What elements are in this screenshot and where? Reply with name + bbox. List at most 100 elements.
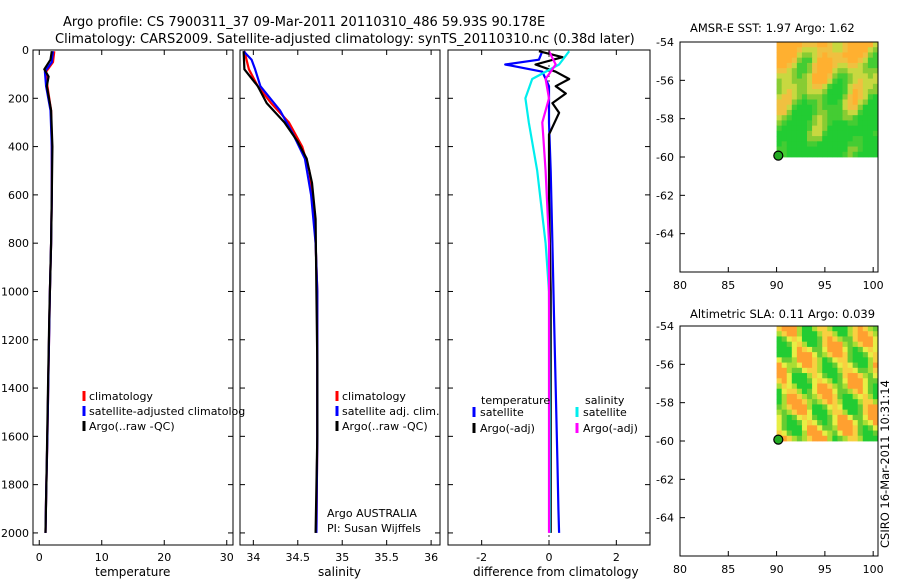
map-field-cell bbox=[827, 378, 833, 384]
map-field-cell bbox=[781, 146, 788, 153]
map-field-cell bbox=[796, 62, 803, 69]
map-x-tick-label: 90 bbox=[770, 279, 784, 292]
map-field-cell bbox=[867, 99, 874, 106]
map-field-cell bbox=[832, 357, 838, 363]
map-field-cell bbox=[822, 357, 828, 363]
map-field-cell bbox=[837, 399, 843, 405]
map-field-cell bbox=[776, 357, 783, 363]
map-field-cell bbox=[862, 346, 869, 353]
map-field-cell bbox=[837, 435, 843, 442]
map-field-cell bbox=[852, 388, 859, 395]
map-field-cell bbox=[852, 57, 859, 64]
map-field-cell bbox=[817, 42, 823, 48]
map-field-cell bbox=[827, 78, 833, 85]
depth-y-tick-label: 400 bbox=[8, 141, 29, 154]
depth-y-tick-label: 600 bbox=[8, 189, 29, 202]
map-field-cell bbox=[862, 393, 869, 400]
map-field-cell bbox=[837, 383, 843, 390]
map-field-cell bbox=[842, 141, 848, 147]
map-field-cell bbox=[837, 425, 843, 431]
map-field-cell bbox=[842, 94, 848, 100]
map-field-cell bbox=[812, 68, 818, 74]
map-field-cell bbox=[817, 125, 823, 132]
map-field-cell bbox=[817, 393, 823, 400]
map-field-cell bbox=[791, 151, 798, 158]
map-field-cell bbox=[822, 399, 828, 405]
map-field-cell bbox=[817, 136, 823, 142]
map-field-cell bbox=[852, 373, 859, 379]
map-field-cell bbox=[796, 378, 803, 384]
map-field-cell bbox=[852, 331, 859, 337]
map-field-cell bbox=[781, 78, 788, 85]
map-field-cell bbox=[872, 83, 879, 90]
map-field-cell bbox=[867, 104, 874, 111]
map-field-cell bbox=[847, 425, 854, 431]
map-field-cell bbox=[862, 109, 869, 116]
map-field-cell bbox=[791, 120, 798, 127]
map-field-cell bbox=[847, 336, 854, 343]
map-field-cell bbox=[842, 420, 848, 426]
map-field-cell bbox=[852, 362, 859, 369]
map-field-cell bbox=[822, 89, 828, 95]
map-field-cell bbox=[781, 104, 788, 111]
map-field-cell bbox=[791, 430, 798, 437]
map-field-cell bbox=[817, 109, 823, 116]
map-field-cell bbox=[791, 141, 798, 147]
depth-y-tick-label: 2000 bbox=[1, 527, 29, 540]
map-field-cell bbox=[837, 357, 843, 363]
map-field-cell bbox=[786, 373, 793, 379]
map-field-cell bbox=[791, 378, 798, 384]
map-field-cell bbox=[842, 104, 848, 111]
map-field-cell bbox=[827, 62, 833, 69]
map-field-cell bbox=[827, 373, 833, 379]
map-field-cell bbox=[817, 409, 823, 416]
map-field-cell bbox=[781, 125, 788, 132]
map-field-cell bbox=[872, 331, 879, 337]
map-field-cell bbox=[822, 130, 828, 137]
map-field-cell bbox=[852, 115, 859, 121]
map-field-cell bbox=[822, 352, 828, 358]
map-field-cell bbox=[796, 362, 803, 369]
salinity-x-tick-label: 35.5 bbox=[374, 551, 399, 564]
map-field-cell bbox=[791, 146, 798, 153]
map-field-cell bbox=[822, 42, 828, 48]
map-field-cell bbox=[862, 336, 869, 343]
map-field-cell bbox=[801, 62, 808, 69]
map-field-cell bbox=[776, 130, 783, 137]
map-field-cell bbox=[857, 430, 864, 437]
sst-map-title: AMSR-E SST: 1.97 Argo: 1.62 bbox=[690, 21, 855, 35]
map-field-cell bbox=[807, 120, 813, 127]
map-field-cell bbox=[872, 115, 879, 121]
map-field-cell bbox=[852, 83, 859, 90]
map-field-cell bbox=[832, 388, 838, 395]
map-field-cell bbox=[786, 435, 793, 442]
map-field-cell bbox=[847, 42, 854, 48]
map-field-cell bbox=[842, 115, 848, 121]
map-field-cell bbox=[872, 414, 879, 421]
map-field-cell bbox=[801, 73, 808, 79]
map-field-cell bbox=[822, 73, 828, 79]
map-field-cell bbox=[847, 373, 854, 379]
map-field-cell bbox=[867, 326, 874, 332]
map-field-cell bbox=[867, 383, 874, 390]
map-field-cell bbox=[786, 78, 793, 85]
map-field-cell bbox=[847, 136, 854, 142]
map-field-cell bbox=[776, 373, 783, 379]
map-field-cell bbox=[842, 57, 848, 64]
map-field-cell bbox=[867, 115, 874, 121]
map-field-cell bbox=[822, 52, 828, 59]
map-field-cell bbox=[796, 399, 803, 405]
depth-y-tick-label: 200 bbox=[8, 92, 29, 105]
map-field-cell bbox=[791, 62, 798, 69]
map-field-cell bbox=[807, 388, 813, 395]
map-field-cell bbox=[781, 352, 788, 358]
temperature-series-2-line bbox=[43, 51, 54, 533]
map-field-cell bbox=[867, 414, 874, 421]
map-field-cell bbox=[822, 404, 828, 411]
map-field-cell bbox=[852, 383, 859, 390]
map-field-cell bbox=[847, 399, 854, 405]
depth-y-tick-label: 1400 bbox=[1, 382, 29, 395]
map-field-cell bbox=[817, 399, 823, 405]
map-field-cell bbox=[796, 94, 803, 100]
map-field-cell bbox=[857, 125, 864, 132]
